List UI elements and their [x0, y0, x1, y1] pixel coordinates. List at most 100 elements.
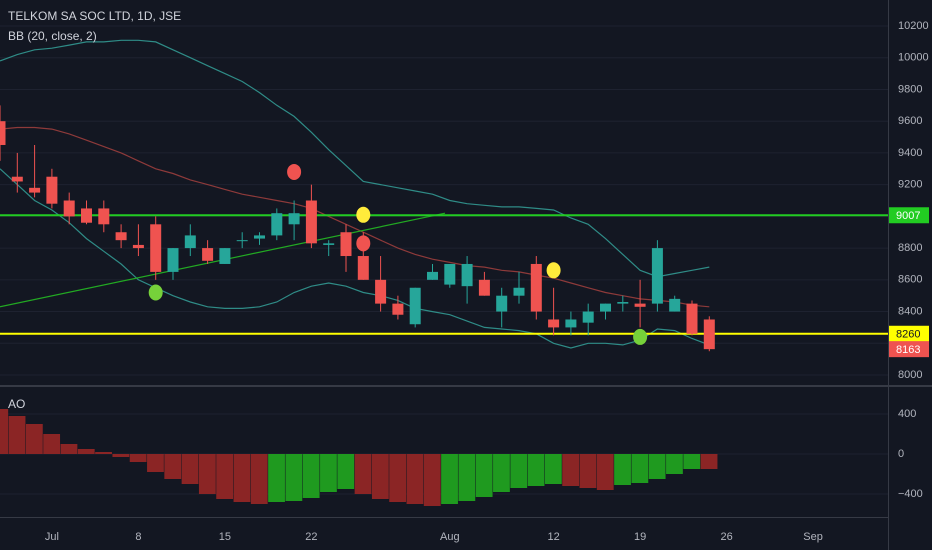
bar [181, 454, 199, 484]
candle-body [115, 232, 127, 241]
indicator-label: BB (20, close, 2) [8, 29, 97, 43]
candle-body [271, 213, 283, 236]
x-tick-label: 12 [547, 531, 559, 543]
grid [0, 25, 888, 495]
signal-dot [287, 163, 302, 180]
bar [60, 444, 78, 454]
bar [596, 454, 614, 490]
candle-body [167, 248, 179, 272]
bar [337, 454, 355, 489]
candle-body [81, 208, 92, 223]
signal-dot [356, 235, 371, 252]
y-tick-label: 9800 [898, 83, 922, 95]
candle-body [202, 248, 214, 261]
price-label-box [889, 207, 929, 224]
candle-body [565, 319, 577, 328]
candle-body [427, 271, 438, 280]
candle-body [46, 176, 58, 204]
bar [112, 454, 130, 457]
marks [0, 39, 888, 506]
candle-body [513, 287, 525, 296]
bar [666, 454, 683, 474]
bar [544, 454, 562, 484]
bar [198, 454, 216, 494]
candle-body [600, 303, 611, 312]
candle-body [254, 235, 265, 239]
labels: 8000820084008600880090009200940096009800… [45, 20, 929, 543]
candle-body [98, 208, 110, 225]
bar [423, 454, 441, 506]
bar [129, 454, 147, 462]
candle-body [669, 298, 681, 312]
y-tick-label: 9200 [898, 179, 922, 191]
price-label: 8260 [896, 329, 920, 341]
x-tick-label: 8 [135, 531, 141, 543]
bar [614, 454, 631, 485]
candle-body [340, 232, 352, 257]
y-tick-label: 10200 [898, 20, 929, 32]
bar [43, 434, 61, 454]
signal-dot [356, 206, 371, 223]
candle-body [651, 248, 663, 304]
bar [95, 452, 112, 454]
band-line [0, 39, 710, 278]
last-price-box [889, 341, 929, 358]
price-label: 9007 [896, 210, 920, 222]
bar [302, 454, 320, 498]
candle-body [461, 263, 473, 287]
y-tick-label: 8600 [898, 274, 922, 286]
x-tick-label: 19 [634, 531, 646, 543]
bar [77, 449, 95, 454]
bar [406, 454, 424, 504]
bar [441, 454, 458, 504]
candle-body [323, 243, 335, 245]
bar [700, 454, 718, 469]
candle-body [288, 213, 300, 225]
bar [8, 416, 26, 454]
bar [250, 454, 268, 504]
x-tick-label: 26 [720, 531, 732, 543]
x-tick-label: Jul [45, 531, 59, 543]
signal-dot [546, 262, 561, 279]
bar [371, 454, 389, 499]
bar [268, 454, 285, 502]
bar [320, 454, 337, 492]
candle-body [634, 303, 646, 307]
x-tick-label: Aug [440, 531, 460, 543]
candle-body [132, 244, 144, 249]
bar [475, 454, 493, 497]
candle-body [375, 279, 387, 304]
y-tick-label: 8000 [898, 369, 922, 381]
signal-dot [148, 284, 163, 301]
indicator-label: AO [8, 397, 25, 411]
candle-body [617, 302, 629, 304]
band-line [0, 168, 710, 349]
bar [285, 454, 303, 501]
price-label-box [889, 325, 929, 342]
candle-body [63, 200, 75, 217]
bar [510, 454, 528, 488]
x-tick-label: Sep [803, 531, 823, 543]
bar [164, 454, 182, 479]
bar [354, 454, 372, 494]
band-line [0, 126, 710, 308]
candle-body [29, 187, 41, 193]
candle-body [444, 263, 456, 285]
bar [683, 454, 701, 469]
y-tick-label: 9400 [898, 147, 922, 159]
bar [389, 454, 407, 502]
candle-body [11, 176, 23, 182]
candle-body [496, 295, 508, 312]
x-tick-label: 15 [219, 531, 231, 543]
candle-body [184, 235, 196, 249]
candle-body [582, 311, 594, 323]
candle-body [409, 287, 421, 325]
bar [147, 454, 164, 472]
x-tick-label: 22 [305, 531, 317, 543]
signal-dot [633, 328, 648, 345]
bar [579, 454, 597, 488]
y-tick-label: −400 [898, 488, 923, 500]
candle-body [548, 319, 560, 328]
candle-body [305, 200, 317, 244]
bar [216, 454, 234, 499]
